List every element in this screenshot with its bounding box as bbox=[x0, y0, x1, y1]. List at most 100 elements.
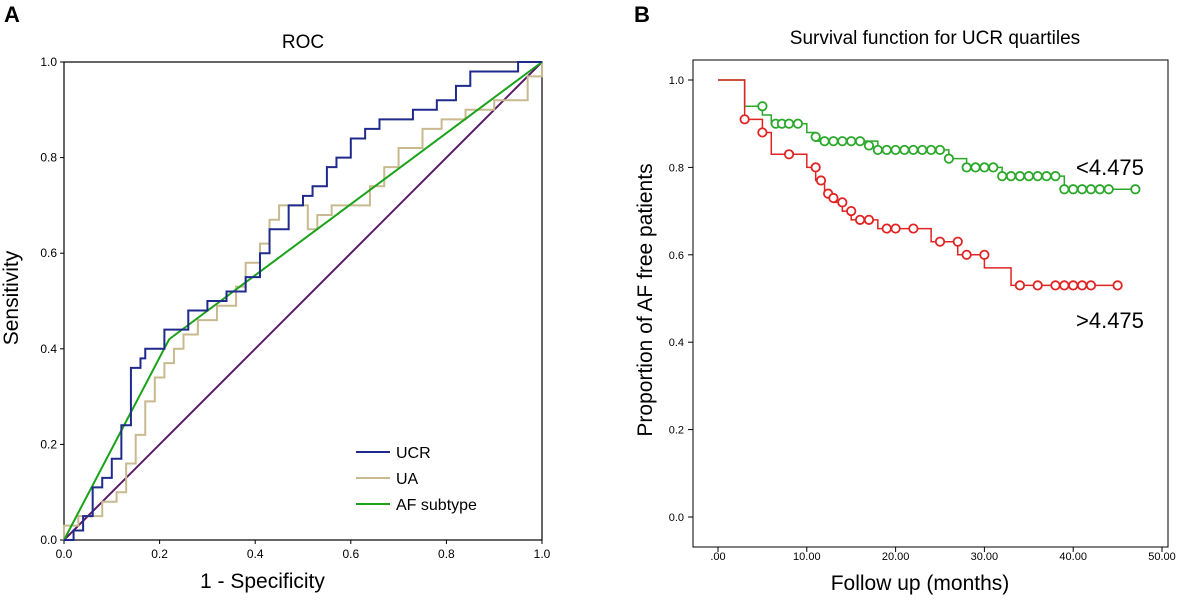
survival-y-tick-label: 0.6 bbox=[669, 250, 684, 262]
legend-label-ucr: UCR bbox=[396, 445, 431, 462]
survival-curve-low-ucr bbox=[718, 79, 1136, 190]
censor-marker-low-ucr bbox=[1014, 171, 1026, 182]
survival-plot-frame bbox=[692, 59, 1169, 548]
censor-marker-high-ucr bbox=[1068, 280, 1079, 291]
censor-marker-low-ucr bbox=[819, 136, 830, 147]
censor-marker-low-ucr bbox=[872, 144, 883, 156]
censor-marker-high-ucr bbox=[1050, 280, 1061, 291]
panel-b-survival: B Survival function for UCR quartiles .0… bbox=[634, 2, 1176, 595]
survival-y-axis-label: Proportion of AF free patients bbox=[634, 163, 657, 436]
censor-marker-high-ucr bbox=[934, 236, 946, 247]
censor-marker-low-ucr bbox=[783, 118, 795, 129]
survival-title: Survival function for UCR quartiles bbox=[790, 28, 1080, 49]
censor-marker-low-ucr bbox=[1005, 171, 1017, 182]
censor-marker-high-ucr bbox=[1076, 280, 1088, 291]
survival-y-tick-label: 0.4 bbox=[669, 337, 684, 349]
censor-marker-high-ucr bbox=[890, 223, 901, 234]
survival-x-tick-label: 50.00 bbox=[1148, 551, 1176, 563]
roc-plot-frame bbox=[63, 61, 543, 541]
censor-marker-low-ucr bbox=[917, 144, 928, 156]
roc-x-tick-label: 0.2 bbox=[151, 547, 168, 561]
censor-marker-low-ucr bbox=[988, 162, 999, 173]
censor-marker-low-ucr bbox=[792, 118, 804, 129]
survival-curve-high-ucr bbox=[718, 79, 1118, 287]
roc-x-tick-label: 0.0 bbox=[56, 547, 73, 561]
censor-marker-high-ucr bbox=[1014, 280, 1026, 291]
censor-marker-low-ucr bbox=[1076, 184, 1088, 195]
panel-a-label: A bbox=[4, 2, 20, 27]
censor-marker-high-ucr bbox=[846, 206, 857, 217]
censor-marker-low-ucr bbox=[943, 153, 954, 164]
censor-marker-low-ucr bbox=[863, 140, 875, 151]
censor-marker-high-ucr bbox=[837, 197, 848, 208]
survival-y-tick-label: 0.8 bbox=[669, 162, 684, 174]
censor-marker-high-ucr bbox=[783, 149, 795, 160]
censor-marker-low-ucr bbox=[899, 144, 910, 156]
censor-marker-low-ucr bbox=[810, 131, 821, 142]
survival-x-tick-label: 30.00 bbox=[971, 551, 999, 563]
censor-marker-low-ucr bbox=[1130, 184, 1141, 195]
censor-marker-low-ucr bbox=[890, 144, 901, 156]
censor-marker-low-ucr bbox=[1059, 184, 1070, 195]
censor-marker-low-ucr bbox=[837, 136, 848, 147]
annotation-low-ucr: <4.475 bbox=[1076, 155, 1144, 180]
roc-y-tick-label: 0.4 bbox=[40, 342, 57, 356]
censor-marker-low-ucr bbox=[961, 162, 972, 173]
censor-marker-high-ucr bbox=[1059, 280, 1070, 291]
survival-y-tick-label: 0.2 bbox=[669, 425, 684, 437]
censor-marker-high-ucr bbox=[863, 214, 875, 225]
legend-label-af-subtype: AF subtype bbox=[396, 497, 477, 514]
censor-marker-low-ucr bbox=[934, 144, 946, 156]
censor-marker-high-ucr bbox=[952, 236, 963, 247]
roc-x-axis-label: 1 - Specificity bbox=[200, 570, 325, 593]
censor-marker-low-ucr bbox=[854, 136, 866, 147]
censor-marker-low-ucr bbox=[1032, 171, 1043, 182]
survival-x-tick-label: 20.00 bbox=[882, 551, 910, 563]
roc-series-ua bbox=[63, 62, 543, 540]
roc-title: ROC bbox=[282, 32, 324, 53]
censor-marker-low-ucr bbox=[979, 162, 990, 173]
censor-marker-low-ucr bbox=[1041, 171, 1052, 182]
censor-marker-high-ucr bbox=[1112, 280, 1123, 291]
roc-y-axis-label: Sensitivity bbox=[0, 250, 23, 345]
censor-marker-low-ucr bbox=[970, 162, 981, 173]
censor-marker-low-ucr bbox=[1103, 184, 1114, 195]
panel-b-label: B bbox=[634, 2, 650, 27]
panel-a-roc: A ROC 0.0 0.2 0.4 0.6 0.8 1.0 0.0 0.2 0.4 0.6 0.8 1… bbox=[0, 2, 551, 593]
censor-marker-low-ucr bbox=[1085, 184, 1097, 195]
roc-series-ucr bbox=[64, 61, 542, 541]
annotation-high-ucr: >4.475 bbox=[1076, 308, 1144, 333]
roc-y-tick-label: 0.0 bbox=[40, 533, 57, 547]
roc-y-tick-label: 0.2 bbox=[40, 437, 57, 451]
survival-y-tick-label: 0.0 bbox=[669, 512, 684, 524]
survival-x-axis-label: Follow up (months) bbox=[831, 572, 1010, 595]
roc-y-tick-label: 0.6 bbox=[40, 246, 57, 260]
censor-marker-high-ucr bbox=[908, 223, 919, 234]
roc-y-tick-label: 0.8 bbox=[40, 151, 57, 165]
roc-x-tick-label: 0.4 bbox=[247, 547, 264, 561]
censor-marker-high-ucr bbox=[815, 175, 827, 186]
censor-marker-high-ucr bbox=[1032, 280, 1043, 291]
survival-x-tick-label: 40.00 bbox=[1059, 551, 1087, 563]
censor-marker-low-ucr bbox=[757, 101, 768, 112]
censor-marker-high-ucr bbox=[881, 223, 892, 234]
censor-marker-low-ucr bbox=[828, 136, 839, 147]
censor-marker-high-ucr bbox=[961, 249, 972, 260]
roc-x-tick-label: 0.8 bbox=[438, 547, 455, 561]
roc-series-af-subtype bbox=[63, 61, 543, 541]
censor-marker-low-ucr bbox=[1068, 184, 1079, 195]
censor-marker-low-ucr bbox=[846, 136, 857, 147]
censor-marker-low-ucr bbox=[1023, 171, 1034, 182]
survival-x-tick-label: 10.00 bbox=[793, 551, 821, 563]
censor-marker-low-ucr bbox=[1094, 184, 1105, 195]
censor-marker-low-ucr bbox=[1050, 171, 1061, 182]
censor-marker-high-ucr bbox=[828, 192, 839, 204]
roc-series-reference bbox=[63, 61, 543, 541]
censor-marker-high-ucr bbox=[757, 127, 768, 138]
censor-marker-high-ucr bbox=[739, 114, 750, 125]
censor-marker-low-ucr bbox=[997, 171, 1008, 182]
censor-marker-high-ucr bbox=[810, 162, 821, 173]
roc-x-tick-label: 0.6 bbox=[342, 547, 359, 561]
censor-marker-low-ucr bbox=[908, 144, 919, 156]
